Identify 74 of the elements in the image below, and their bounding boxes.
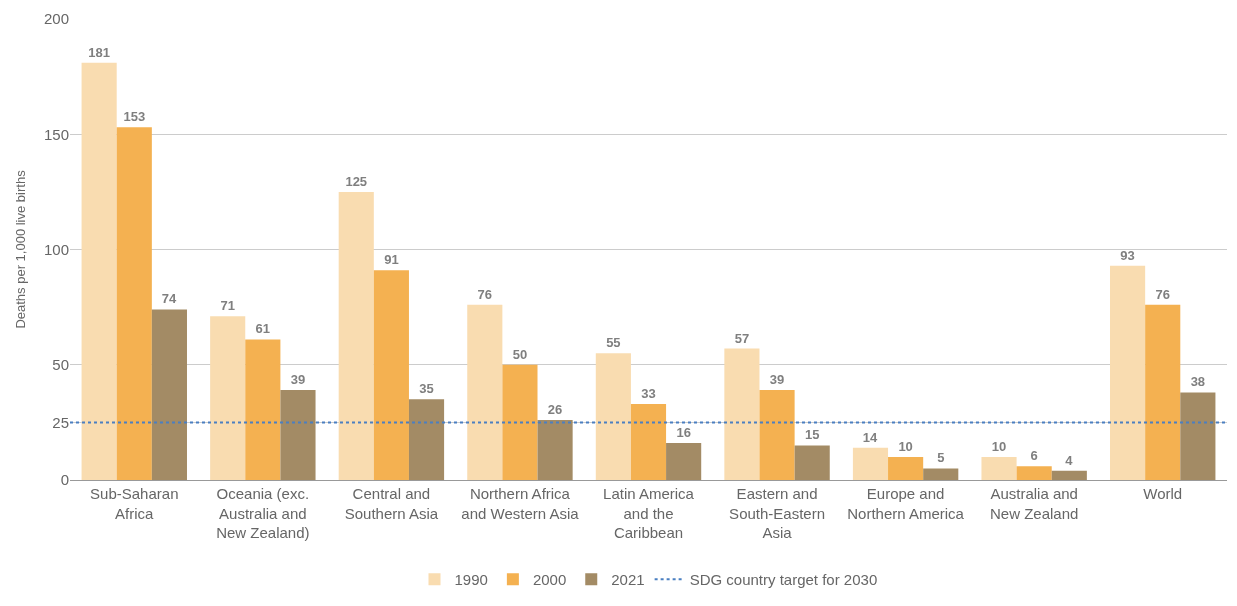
bar — [1180, 392, 1216, 480]
data-label: 26 — [547, 402, 563, 418]
bar — [595, 353, 631, 480]
data-label: 71 — [220, 298, 235, 314]
data-label: 10 — [898, 438, 913, 454]
data-label: 39 — [769, 372, 785, 388]
x-tick-label: Northern Africa and Western Asia — [461, 485, 580, 522]
bar — [923, 468, 959, 480]
bar — [502, 364, 538, 480]
bar — [81, 62, 117, 480]
legend-label: SDG country target for 2030 — [689, 571, 878, 589]
bar — [630, 403, 667, 480]
data-label: 16 — [676, 425, 691, 441]
bar — [116, 127, 152, 480]
bar — [1051, 470, 1087, 480]
data-label: 4 — [1065, 452, 1074, 468]
data-label: 57 — [734, 330, 750, 346]
bar — [852, 447, 889, 480]
data-label: 14 — [862, 429, 879, 445]
data-label: 74 — [161, 291, 178, 307]
data-label: 35 — [419, 381, 434, 397]
y-tick-label: 50 — [52, 356, 69, 373]
bar — [724, 348, 760, 480]
bar — [537, 420, 573, 480]
x-tick-label: Latin America and the Caribbean — [603, 485, 695, 541]
data-label: 125 — [345, 173, 368, 189]
y-tick-label: 100 — [43, 240, 69, 258]
y-tick-label: 0 — [60, 471, 69, 489]
x-tick-label: World — [1143, 485, 1183, 502]
bar — [981, 456, 1017, 480]
legend-label: 2000 — [532, 571, 567, 589]
bar — [373, 270, 409, 480]
bar — [280, 390, 316, 480]
legend-label: 2021 — [611, 571, 645, 589]
data-label: 76 — [477, 286, 493, 302]
bar — [1016, 466, 1052, 480]
bar — [794, 445, 830, 480]
bar — [666, 443, 702, 480]
data-label: 6 — [1030, 448, 1038, 464]
bar — [151, 309, 187, 480]
data-label: 5 — [937, 450, 945, 466]
data-label: 15 — [804, 427, 820, 443]
data-label: 93 — [1120, 247, 1135, 263]
data-label: 181 — [88, 44, 110, 60]
x-tick-label: Oceania (exc. Australia and New Zealand) — [216, 485, 310, 541]
bar — [467, 304, 503, 480]
x-tick-label: Eastern and South-Eastern Asia — [729, 485, 826, 541]
data-label: 153 — [123, 109, 146, 125]
bar — [408, 399, 445, 480]
x-tick-label: Europe and Northern America — [847, 485, 965, 522]
data-label: 76 — [1155, 286, 1170, 302]
data-label: 39 — [290, 372, 306, 388]
y-tick-label: 25 — [52, 413, 69, 431]
x-tick-label: Central and Southern Asia — [344, 485, 439, 522]
bar — [759, 390, 795, 480]
y-tick-label: 200 — [43, 10, 69, 28]
data-label: 33 — [641, 385, 656, 401]
bar — [210, 316, 246, 480]
bar — [888, 456, 924, 480]
y-tick-label: 150 — [43, 125, 69, 143]
data-label: 50 — [512, 346, 528, 362]
data-label: 61 — [255, 321, 271, 337]
legend-label: 1990 — [454, 571, 488, 589]
data-label: 10 — [991, 438, 1007, 454]
data-label: 38 — [1190, 374, 1206, 390]
x-tick-label: Australia and New Zealand — [989, 485, 1079, 522]
y-axis-title: Deaths per 1,000 live births — [12, 169, 28, 329]
bar — [1145, 304, 1181, 480]
bar — [245, 339, 281, 480]
bar — [338, 191, 374, 480]
data-label: 55 — [606, 335, 621, 351]
x-tick-label: Sub-Saharan Africa — [90, 485, 179, 522]
data-label: 91 — [384, 252, 399, 268]
bar — [1110, 265, 1146, 480]
